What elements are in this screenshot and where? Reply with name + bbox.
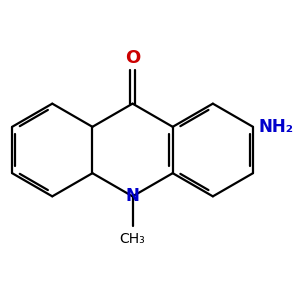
- Text: NH₂: NH₂: [259, 118, 294, 136]
- Text: CH₃: CH₃: [120, 232, 146, 246]
- Text: O: O: [125, 49, 140, 67]
- Text: N: N: [126, 188, 140, 206]
